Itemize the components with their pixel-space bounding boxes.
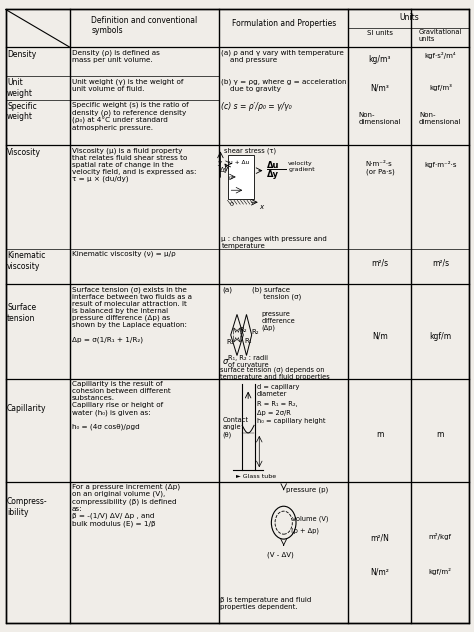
Text: Unit weight (γ) is the weight of
unit volume of fluid.: Unit weight (γ) is the weight of unit vo… [72, 78, 183, 92]
Text: shear stress (τ): shear stress (τ) [224, 147, 276, 154]
Text: Compress-
ibility: Compress- ibility [7, 497, 48, 517]
Text: m: m [437, 430, 444, 439]
Text: pressure
difference
(Δp): pressure difference (Δp) [262, 311, 295, 331]
Text: Viscosity: Viscosity [7, 148, 41, 157]
Text: N/m: N/m [372, 332, 388, 341]
Text: Non-
dimensional: Non- dimensional [359, 112, 401, 125]
Text: surface tension (σ) depends on
temperature and fluid properties: surface tension (σ) depends on temperatu… [220, 367, 330, 380]
Text: R₂: R₂ [251, 329, 259, 334]
Text: Surface tension (σ) exists in the
interface between two fluids as a
result of mo: Surface tension (σ) exists in the interf… [72, 286, 191, 343]
Text: h₀ = capillary height: h₀ = capillary height [257, 418, 326, 424]
Text: β is temperature and fluid
properties dependent.: β is temperature and fluid properties de… [220, 597, 312, 611]
Text: Capillarity is the result of
cohesion between different
substances.
Capillary ri: Capillarity is the result of cohesion be… [72, 381, 170, 430]
Text: Unit
weight: Unit weight [7, 78, 33, 97]
Text: SI units: SI units [367, 30, 393, 36]
Text: Kinematic
viscosity: Kinematic viscosity [7, 252, 46, 271]
Text: Kinematic viscosity (ν) = μ/ρ: Kinematic viscosity (ν) = μ/ρ [72, 251, 175, 257]
Text: R₂: R₂ [239, 327, 246, 333]
Text: kgf·s²/m⁴: kgf·s²/m⁴ [425, 52, 456, 59]
Text: N·m⁻²·s
(or Pa·s): N·m⁻²·s (or Pa·s) [365, 161, 394, 174]
Text: u + Δu: u + Δu [229, 160, 249, 165]
Text: R₁, R₂ : radii
of curvature: R₁, R₂ : radii of curvature [228, 355, 268, 368]
Text: μ : changes with pressure and
temperature: μ : changes with pressure and temperatur… [221, 236, 327, 249]
Text: Viscosity (μ) is a fluid property
that relates fluid shear stress to
spatial rat: Viscosity (μ) is a fluid property that r… [72, 147, 196, 182]
Text: d = capillary
diameter: d = capillary diameter [257, 384, 299, 398]
Text: For a pressure increment (Δp)
on an original volume (V),
compressibility (β) is : For a pressure increment (Δp) on an orig… [72, 483, 180, 527]
Text: y: y [217, 160, 221, 166]
Text: m: m [376, 430, 383, 439]
Text: Contact
angle
(θ): Contact angle (θ) [223, 417, 249, 437]
Text: Non-
dimensional: Non- dimensional [419, 112, 462, 125]
Text: m²/kgf: m²/kgf [429, 533, 452, 540]
Text: ► Glass tube: ► Glass tube [236, 474, 276, 479]
Text: Formulation and Properties: Formulation and Properties [232, 19, 336, 28]
Text: kgf/m³: kgf/m³ [429, 84, 452, 91]
Text: Δy: Δy [220, 167, 229, 173]
Text: Units: Units [399, 13, 419, 21]
Text: Gravitational
units: Gravitational units [419, 29, 462, 42]
Text: N/m²: N/m² [371, 568, 389, 577]
Text: 0: 0 [230, 202, 234, 207]
Text: kg/m³: kg/m³ [369, 55, 391, 64]
Text: velocity
gradient: velocity gradient [288, 161, 315, 172]
Text: pressure (p): pressure (p) [286, 486, 328, 492]
Text: Surface
tension: Surface tension [7, 303, 36, 323]
Text: (c) s = ρ′/ρ₀ = γ/γ₀: (c) s = ρ′/ρ₀ = γ/γ₀ [221, 102, 292, 111]
Text: (V - ΔV): (V - ΔV) [267, 551, 294, 557]
Text: Δu: Δu [267, 161, 279, 170]
Text: R = R₁ = R₂,: R = R₁ = R₂, [257, 401, 298, 407]
Text: (b) surface
     tension (σ): (b) surface tension (σ) [252, 286, 301, 300]
Text: (b) γ = ρg, where g = acceleration
    due to gravity: (b) γ = ρg, where g = acceleration due t… [221, 78, 347, 92]
Text: kgf·m⁻²·s: kgf·m⁻²·s [424, 161, 456, 168]
Text: Specific weight (s) is the ratio of
density (ρ) to reference density
(ρ₀) at 4°C: Specific weight (s) is the ratio of dens… [72, 102, 188, 131]
Text: kgf/m²: kgf/m² [429, 568, 452, 575]
Text: m²/s: m²/s [432, 258, 449, 267]
Text: m²/s: m²/s [371, 258, 389, 267]
Bar [228, 155, 254, 199]
Text: Density (ρ) is defined as
mass per unit volume.: Density (ρ) is defined as mass per unit … [72, 50, 159, 63]
Text: Capillarity: Capillarity [7, 404, 46, 413]
Text: (a) ρ and γ vary with temperature
    and pressure: (a) ρ and γ vary with temperature and pr… [221, 50, 344, 63]
Text: kgf/m: kgf/m [429, 332, 451, 341]
Text: σ: σ [223, 357, 228, 366]
Text: (a): (a) [223, 286, 233, 293]
Text: N/m³: N/m³ [371, 84, 389, 93]
Text: Δp = 2σ/R: Δp = 2σ/R [257, 410, 291, 415]
Text: Δy: Δy [267, 170, 279, 179]
Text: Specific
weight: Specific weight [7, 102, 37, 121]
Text: (p + Δp): (p + Δp) [291, 528, 319, 534]
Text: Density: Density [7, 50, 36, 59]
Text: u: u [229, 175, 233, 180]
Text: R₁: R₁ [245, 338, 252, 344]
Text: volume (V): volume (V) [292, 515, 329, 521]
Text: R₁: R₁ [227, 339, 234, 344]
Text: m²/N: m²/N [371, 533, 389, 542]
Text: Definition and conventional
symbols: Definition and conventional symbols [91, 16, 198, 35]
Text: x: x [259, 204, 264, 210]
